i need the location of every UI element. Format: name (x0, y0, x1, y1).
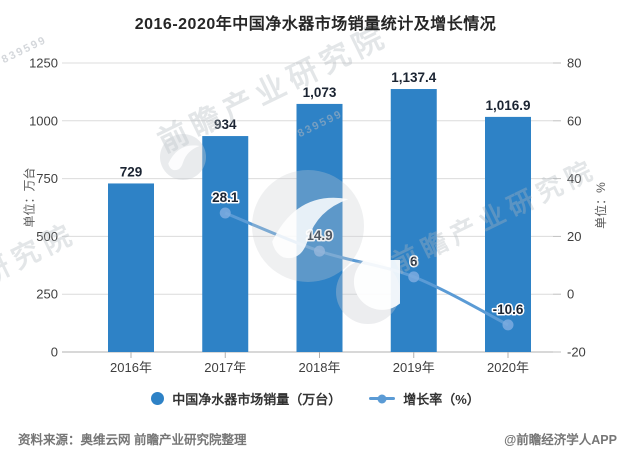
x-axis-label: 2016年 (110, 360, 152, 375)
x-axis-label: 2019年 (393, 360, 435, 375)
growth-point-2019年 (408, 271, 420, 283)
growth-point-2017年 (219, 207, 231, 219)
left-axis-tick-label: 1250 (29, 56, 58, 71)
line-value-label: -10.6 (493, 302, 524, 317)
left-axis-tick-label: 1000 (29, 113, 58, 128)
left-axis-tick-label: 500 (36, 229, 58, 244)
x-axis-label: 2018年 (299, 360, 341, 375)
right-axis-tick-label: 20 (567, 229, 581, 244)
legend-label-sales: 中国净水器市场销量（万台） (172, 392, 342, 407)
right-axis-tick-label: 60 (567, 113, 581, 128)
x-axis-label: 2020年 (487, 360, 529, 375)
line-value-label: 6 (410, 254, 418, 269)
bar-value-label: 729 (120, 164, 143, 179)
bar-2019年 (390, 89, 437, 353)
legend-item-growth: 增长率（%） (369, 389, 480, 408)
legend-item-sales: 中国净水器市场销量（万台） (151, 389, 341, 408)
right-axis-tick-label: -20 (567, 345, 586, 360)
source-note: 资料来源：奥维云网 前瞻产业研究院整理 (18, 433, 247, 447)
bar-value-label: 1,073 (303, 85, 337, 100)
bar-value-label: 1,016.9 (485, 98, 530, 113)
growth-line (224, 211, 509, 327)
left-axis-tick-label: 250 (36, 287, 58, 302)
left-axis-tick-label: 750 (36, 171, 58, 186)
credit-note: @前瞻经济学人APP (504, 433, 617, 447)
bar-value-label: 934 (214, 117, 237, 132)
bar-2016年 (108, 183, 154, 352)
right-axis-title: 单位：% (593, 182, 608, 229)
growth-point-2020年 (502, 319, 514, 331)
left-axis-title: 单位：万台 (22, 167, 37, 228)
line-value-label: 14.9 (306, 228, 332, 243)
bar-value-label: 1,137.4 (391, 70, 437, 85)
left-axis-tick-label: 0 (51, 345, 58, 360)
right-axis-tick-label: 40 (567, 171, 581, 186)
chart-title: 2016-2020年中国净水器市场销量统计及增长情况 (134, 16, 497, 33)
bar-2017年 (202, 136, 249, 352)
right-axis-tick-label: 0 (567, 287, 574, 302)
legend: 中国净水器市场销量（万台） 增长率（%） (0, 389, 631, 408)
legend-label-growth: 增长率（%） (403, 392, 480, 407)
growth-point-2018年 (314, 245, 325, 257)
line-value-label: 28.1 (212, 190, 239, 205)
bar-series-marker-icon (151, 392, 165, 405)
right-axis-tick-label: 80 (567, 56, 581, 71)
line-series-marker-icon (369, 394, 396, 403)
bar-2020年 (485, 116, 531, 352)
x-axis-label: 2017年 (204, 360, 246, 375)
